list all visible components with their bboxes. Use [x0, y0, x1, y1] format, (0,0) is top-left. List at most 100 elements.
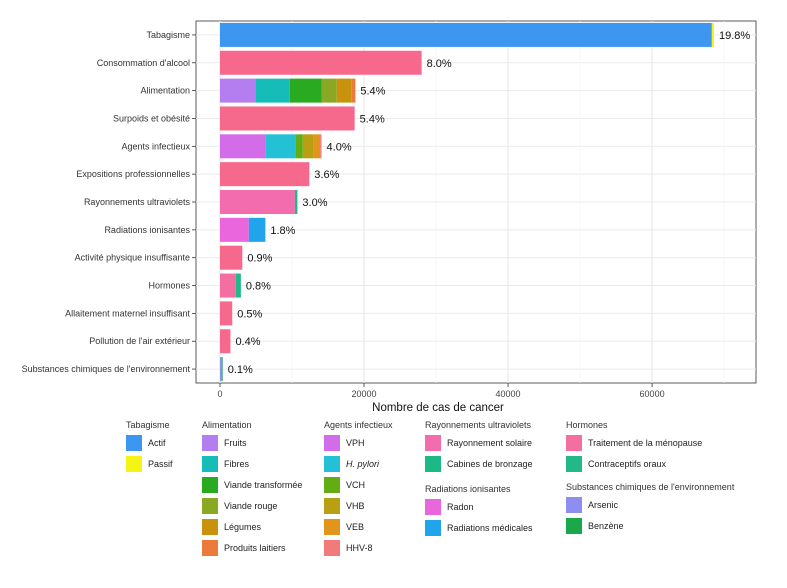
bar-segment: [220, 106, 355, 131]
legend-item: Traitement de la ménopause: [566, 432, 702, 453]
category-label: Activité physique insuffisante: [75, 253, 190, 263]
category-label: Rayonnements ultraviolets: [84, 197, 191, 207]
legend-item: HHV-8: [324, 537, 393, 558]
legend-group: Tabagisme Actif Passif: [126, 418, 173, 474]
bar-segment: [256, 78, 290, 103]
data-label: 3.0%: [302, 197, 327, 209]
legend-item: Radon: [425, 496, 533, 517]
legend-swatch: [126, 434, 142, 451]
legend-item: Arsenic: [566, 494, 734, 515]
bar-segment: [220, 301, 233, 326]
legend-item: Fibres: [202, 453, 302, 474]
legend-label: Radon: [447, 501, 474, 512]
legend-group-title: Alimentation: [202, 420, 252, 430]
legend-item: VHB: [324, 495, 393, 516]
legend-label: Fruits: [224, 437, 247, 448]
category-labels: Tabagisme Consommation d'alcool Alimentati…: [22, 30, 196, 374]
category-label: Surpoids et obésité: [113, 113, 190, 123]
bar-segment: [220, 329, 231, 354]
bar-segment: [220, 357, 223, 382]
legend-item: Rayonnement solaire: [425, 432, 533, 453]
bar-segment: [220, 22, 712, 47]
category-label: Consommation d'alcool: [97, 58, 190, 68]
legend-group-title: Substances chimiques de l'environnement: [566, 482, 735, 492]
bars: [220, 22, 714, 382]
category-label: Radiations ionisantes: [104, 225, 190, 235]
legend-group: Rayonnements ultraviolets Rayonnement sol…: [425, 418, 533, 474]
legend-label: Arsenic: [588, 499, 619, 510]
legend-label: Cabines de bronzage: [447, 458, 533, 469]
category-label: Hormones: [148, 281, 190, 291]
legend-item: VEB: [324, 516, 393, 537]
legend-label: Passif: [148, 458, 173, 469]
data-label: 19.8%: [719, 30, 750, 42]
legend-swatch: [566, 434, 582, 451]
legend-item: Actif: [126, 432, 173, 453]
legend-label: Radiations médicales: [447, 522, 533, 533]
legend-group-title: Radiations ionisantes: [425, 484, 511, 494]
bar-segment: [220, 245, 243, 270]
legend-swatch: [425, 434, 441, 451]
x-tick-label: 60000: [640, 389, 665, 399]
bar-segment: [295, 134, 303, 159]
legend-label: Viande rouge: [224, 500, 278, 511]
legend-item: Viande transformée: [202, 474, 302, 495]
category-label: Agents infectieux: [121, 141, 190, 151]
legend-swatch: [324, 497, 340, 514]
legend-swatch: [202, 476, 218, 493]
legend-swatch: [324, 455, 340, 472]
legend-label: Légumes: [224, 521, 262, 532]
x-tick-label: 0: [217, 389, 222, 399]
category-label: Expositions professionnelles: [76, 169, 190, 179]
bar-segment: [220, 273, 236, 298]
legend-label: Produits laitiers: [224, 542, 286, 553]
legend-swatch: [566, 455, 582, 472]
legend-swatch: [324, 539, 340, 556]
x-axis-ticks: 0 20000 40000 60000: [217, 383, 665, 399]
legend-group: Substances chimiques de l'environnement A…: [566, 480, 734, 536]
bar-segment: [220, 134, 266, 159]
legend-label: Contraceptifs oraux: [588, 458, 667, 469]
x-axis-title: Nombre de cas de cancer: [372, 402, 504, 414]
bar-segment: [289, 78, 322, 103]
legend-swatch: [324, 476, 340, 493]
legend-group: Radiations ionisantes Radon Radiations méd…: [425, 482, 533, 538]
legend-item: Fruits: [202, 432, 302, 453]
legend-label: VPH: [346, 437, 365, 448]
legend-swatch: [202, 518, 218, 535]
legend-label: Traitement de la ménopause: [588, 437, 703, 448]
legend-item: Légumes: [202, 516, 302, 537]
data-label: 5.4%: [360, 113, 385, 125]
legend-label: HHV-8: [346, 542, 373, 553]
bar-segment: [220, 217, 249, 242]
bar-segment: [320, 134, 322, 159]
legend-swatch: [126, 455, 142, 472]
category-label: Tabagisme: [146, 30, 190, 40]
legend-label: VEB: [346, 521, 365, 532]
stacked-bar-chart: 19.8% 8.0% 5.4% 5.4% 4.0% 3.6% 3.0% 1.8% 0.9% 0.8…: [22, 20, 757, 414]
legend-swatch: [425, 455, 441, 472]
data-labels: 19.8% 8.0% 5.4% 5.4% 4.0% 3.6% 3.0% 1.8% 0.9% 0.8…: [228, 30, 751, 376]
legend-label: Fibres: [224, 458, 250, 469]
data-label: 0.1%: [228, 364, 253, 376]
legend-swatch: [202, 434, 218, 451]
legend-item: VCH: [324, 474, 393, 495]
legend-group-title: Hormones: [566, 420, 608, 430]
legend-swatch: [566, 496, 582, 513]
legend-label: Actif: [148, 437, 166, 448]
bar-segment: [302, 134, 314, 159]
bar-segment: [711, 22, 714, 47]
legend-item: Contraceptifs oraux: [566, 453, 702, 474]
bar-segment: [313, 134, 321, 159]
legend-item: Benzène: [566, 515, 734, 536]
legend: Tabagisme Actif Passif Alimentation Fruits Fi…: [0, 416, 787, 588]
bar-segment: [294, 190, 298, 214]
data-label: 5.4%: [360, 86, 385, 98]
data-label: 1.8%: [270, 225, 295, 237]
bar-segment: [235, 273, 241, 298]
legend-swatch: [324, 518, 340, 535]
legend-swatch: [566, 517, 582, 534]
x-tick-label: 40000: [496, 389, 521, 399]
legend-swatch: [202, 455, 218, 472]
data-label: 3.6%: [314, 169, 339, 181]
